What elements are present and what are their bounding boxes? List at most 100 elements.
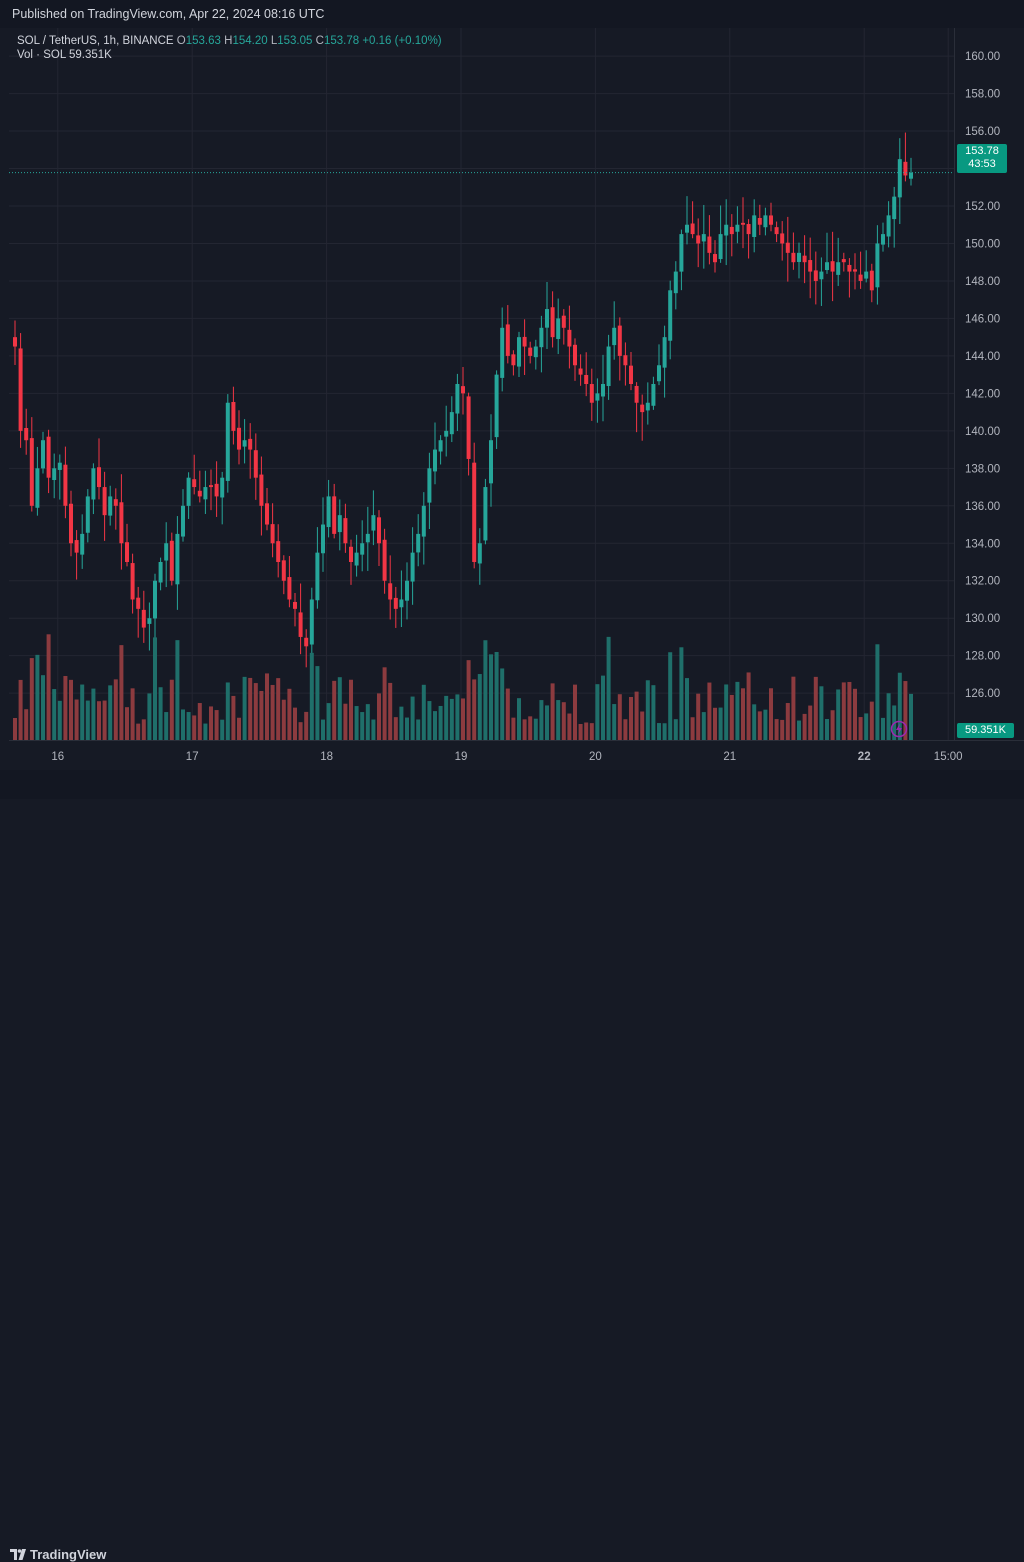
volume-bar <box>354 706 359 740</box>
volume-bar <box>181 709 185 740</box>
y-tick-label: 152.00 <box>965 201 1000 213</box>
candle-body <box>449 412 454 435</box>
volume-bar <box>97 701 101 740</box>
candle-body <box>203 487 208 500</box>
candle-body <box>270 524 275 544</box>
volume-bar <box>500 668 505 740</box>
volume-bar <box>696 693 701 740</box>
candle-body <box>886 215 891 237</box>
candlestick-chart[interactable] <box>9 28 954 740</box>
candle-body <box>629 365 633 384</box>
tradingview-logo[interactable]: TradingView <box>10 1547 106 1562</box>
volume-bar <box>858 717 863 740</box>
candle-body <box>785 242 790 253</box>
volume-bar <box>13 717 17 740</box>
time-axis-ticks: 16 17 18 19 20 21 22 15:00 <box>51 751 962 763</box>
volume-bar <box>41 675 45 740</box>
volume-bar <box>18 679 23 740</box>
price-axis[interactable]: 126.00 128.00 130.00 132.00 134.00 136.00 138.… <box>954 28 1024 740</box>
volume-label[interactable]: Vol · SOL <box>17 49 66 61</box>
candle-body <box>125 542 129 562</box>
volume-bar <box>668 652 673 740</box>
volume-bar <box>186 712 191 740</box>
candle-body <box>567 329 572 347</box>
candle-body <box>214 483 219 497</box>
volume-bar <box>438 705 443 740</box>
volume-bar <box>813 676 818 740</box>
candle-body <box>119 502 124 544</box>
candle-body <box>153 580 157 619</box>
candle-body <box>763 215 768 228</box>
volume-bar <box>388 682 393 740</box>
symbol-label[interactable]: SOL / TetherUS, 1h, BINANCE <box>17 35 174 47</box>
volume-bar <box>690 717 695 740</box>
candle-body <box>309 599 314 645</box>
candle-body <box>97 467 101 488</box>
candle-body <box>494 374 499 438</box>
candle-body <box>466 396 471 459</box>
volume-bar <box>281 699 286 740</box>
candle-body <box>847 264 852 272</box>
lightning-icon[interactable] <box>890 720 908 738</box>
volume-bar <box>192 715 197 740</box>
y-tick-label: 132.00 <box>965 576 1000 588</box>
candle-body <box>645 402 650 411</box>
time-axis[interactable]: 16 17 18 19 20 21 22 15:00 <box>9 740 1024 771</box>
candle-body <box>405 580 409 601</box>
volume-bar <box>304 711 309 740</box>
volume-bar <box>528 716 533 740</box>
candle-body <box>875 243 880 288</box>
candle-body <box>769 215 773 225</box>
candle-body <box>259 474 264 506</box>
candle-body <box>533 346 538 358</box>
candle-body <box>746 224 751 235</box>
volume-bar <box>595 684 600 740</box>
y-tick-label: 150.00 <box>965 238 1000 250</box>
volume-bar <box>556 700 561 740</box>
volume-bar <box>259 690 264 740</box>
candle-body <box>242 440 247 447</box>
close-key: C <box>315 35 324 47</box>
volume-bar <box>147 693 152 740</box>
volume-bar <box>830 710 835 740</box>
volume-bar <box>645 680 650 740</box>
volume-bar <box>410 696 415 740</box>
volume-bar <box>612 704 617 740</box>
candle-body <box>388 583 393 600</box>
volume-bar <box>231 695 236 740</box>
volume-bar <box>69 679 73 740</box>
candle-body <box>690 223 695 235</box>
candle-body <box>455 384 460 414</box>
volume-bar <box>203 723 208 740</box>
candle-body <box>729 226 734 235</box>
candle-body <box>91 468 96 500</box>
candle-body <box>517 337 521 367</box>
candle-body <box>741 222 745 225</box>
volume-bar <box>640 711 645 740</box>
volume-bar <box>578 723 583 740</box>
volume-bar <box>237 717 241 740</box>
volume-bar <box>606 636 611 740</box>
candle-body <box>63 464 68 506</box>
volume-bar <box>769 688 773 740</box>
plot-area[interactable] <box>9 28 954 740</box>
candle-body <box>735 224 740 232</box>
candle-body <box>225 402 230 481</box>
candle-body <box>337 515 342 533</box>
candle-body <box>673 271 678 294</box>
volume-bar <box>449 698 454 740</box>
volume-bar <box>74 699 79 740</box>
volume-bar <box>293 707 297 740</box>
volume-bar <box>567 713 572 740</box>
candle-body <box>757 218 762 225</box>
candle-body <box>606 346 611 387</box>
x-tick-label: 17 <box>186 751 199 763</box>
volume-bar <box>897 672 902 740</box>
candle-body <box>35 468 40 508</box>
candle-body <box>685 224 689 233</box>
candle-body <box>505 324 510 356</box>
candle-body <box>158 562 163 583</box>
candle-body <box>578 368 583 375</box>
volume-value: 59.351K <box>69 49 112 61</box>
candle-body <box>573 344 577 366</box>
